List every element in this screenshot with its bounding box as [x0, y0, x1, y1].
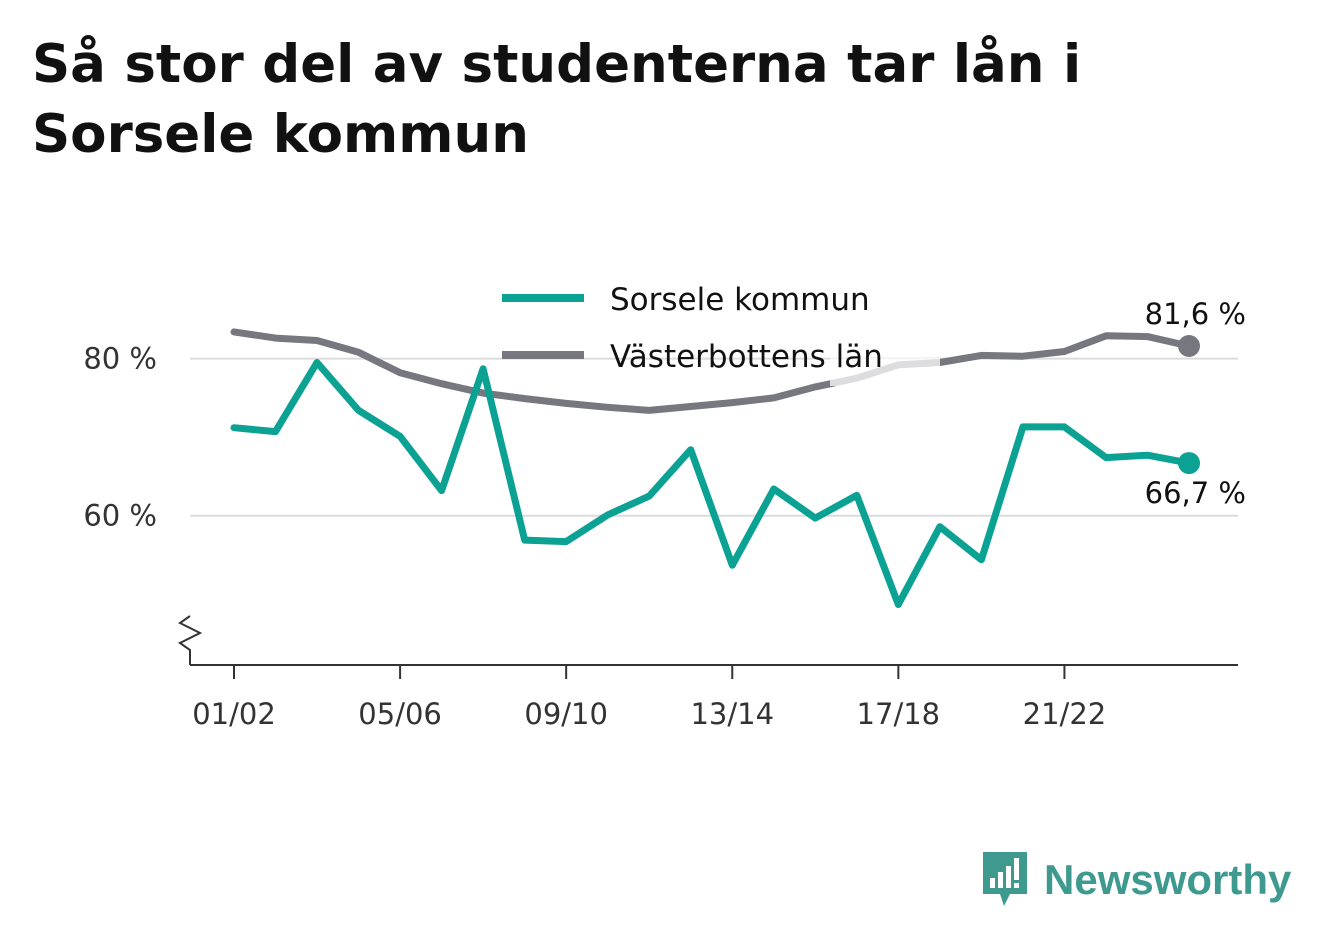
legend-label-vasterbotten: Västerbottens län	[610, 339, 883, 375]
end-point-vasterbotten	[1178, 335, 1200, 357]
axis-break-icon	[178, 615, 203, 665]
x-tick-label: 05/06	[358, 697, 442, 731]
end-label-sorsele: 66,7 %	[1145, 476, 1246, 510]
x-tick-label: 09/10	[524, 697, 608, 731]
x-tick-label: 17/18	[857, 697, 941, 731]
y-tick-label: 60 %	[83, 499, 157, 533]
legend: Sorsele kommun Västerbottens län	[502, 282, 883, 375]
brand-name: Newsworthy	[1044, 856, 1292, 903]
x-axis: 01/02 05/06 09/10 13/14 17/18 21/22	[190, 664, 1238, 731]
brand: Newsworthy	[980, 850, 1291, 910]
series-group	[230, 328, 1200, 608]
x-tick-label: 13/14	[690, 697, 774, 731]
newsworthy-logo-icon	[983, 852, 1027, 906]
end-labels: 66,7 % 81,6 %	[1142, 294, 1249, 513]
y-tick-label: 80 %	[83, 342, 157, 376]
x-tick-label: 21/22	[1023, 697, 1107, 731]
legend-label-sorsele: Sorsele kommun	[610, 282, 870, 318]
end-point-sorsele	[1178, 452, 1200, 475]
series-line-sorsele	[230, 359, 1193, 608]
chart-title: Så stor del av studenterna tar lån i Sor…	[32, 34, 1082, 165]
series-line-vasterbotten	[230, 328, 1193, 414]
x-tick-label: 01/02	[192, 697, 276, 731]
legend-halo	[830, 358, 940, 386]
end-label-vasterbotten: 81,6 %	[1145, 297, 1246, 331]
y-axis: 60 % 80 %	[83, 342, 203, 665]
